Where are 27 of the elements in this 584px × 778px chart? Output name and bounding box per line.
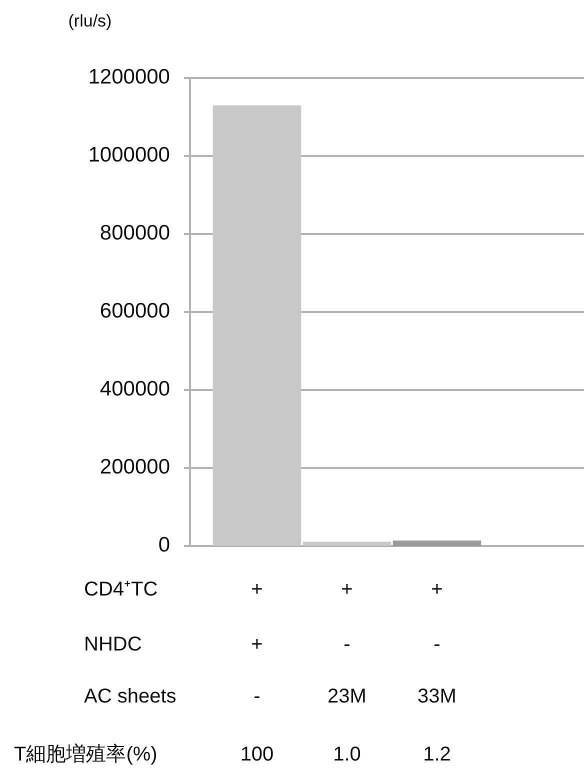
y-tick-label: 1000000 [88,144,170,167]
text: + [431,578,443,600]
text: T細胞増殖率(%) [14,742,158,766]
y-tick-label: 1200000 [88,66,170,89]
y-tick-label: 400000 [100,378,170,401]
text: 1.0 [333,743,361,766]
text: 23M [328,685,366,708]
y-tick-label: 800000 [100,222,170,245]
text: 1.2 [423,743,451,766]
y-tick-label: 200000 [100,456,170,479]
bar [212,105,302,546]
text: 33M [418,685,456,708]
text: + [341,578,353,600]
text: 100 [240,743,274,766]
text: - [344,633,350,656]
text: NHDC [84,633,142,656]
y-axis-title: (rlu/s) [68,11,112,30]
y-tick-label: 0 [158,534,170,557]
text: + [251,578,263,600]
y-tick-label: 600000 [100,300,170,323]
bar [392,540,482,546]
text: AC sheets [84,685,176,708]
text: - [434,633,440,656]
text: + [251,633,263,656]
text: - [254,685,260,708]
bar [302,542,392,546]
text: CD4⁺TC [84,578,158,600]
